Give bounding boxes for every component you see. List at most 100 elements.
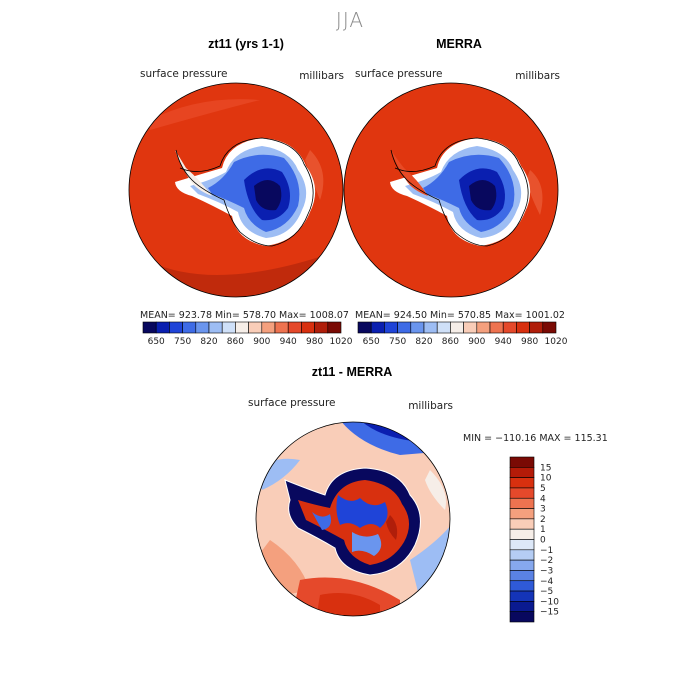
colorbar-panel-1-swatch-3: [182, 321, 197, 334]
colorbar-panel-1-tick-6: 980: [306, 337, 323, 347]
colorbar-panel-2-swatch-12: [516, 321, 530, 334]
colorbar-panel-2-swatch-6: [436, 321, 451, 334]
colorbar-panel-2-swatch-10: [489, 321, 504, 334]
colorbar-panel-2-swatch-13: [529, 321, 544, 334]
colorbar-diff-swatch-6: [509, 518, 535, 530]
colorbar-diff-swatch-0: [509, 456, 535, 468]
panel-1-title: zt11 (yrs 1-1): [208, 37, 284, 51]
colorbar-panel-1-tick-2: 820: [200, 337, 217, 347]
colorbar-panel-1-swatch-14: [327, 321, 342, 334]
colorbar-diff-tick-13: −10: [540, 597, 559, 607]
colorbar-diff-tick-8: −1: [540, 546, 553, 556]
colorbar-panel-1-tick-3: 860: [227, 337, 244, 347]
colorbar-panel-1-swatch-1: [155, 321, 170, 334]
colorbar-diff-tick-12: −5: [540, 587, 553, 597]
colorbar-panel-2-swatch-11: [502, 321, 517, 334]
panel-2-max: Max= 1001.02: [495, 310, 565, 321]
colorbar-panel-1-tick-4: 900: [253, 337, 270, 347]
colorbar-panel-2: 650 750 820 860 900 940 980 1020: [357, 321, 568, 347]
panel-2-units: millibars: [515, 70, 560, 82]
panel-2-mean: MEAN= 924.50: [355, 310, 427, 321]
colorbar-diff-swatch-14: [509, 601, 535, 612]
colorbar-panel-1-swatch-9: [261, 321, 276, 334]
colorbar-panel-2-swatch-2: [384, 321, 398, 334]
colorbar-panel-2-tick-0: 650: [363, 337, 380, 347]
colorbar-panel-1-swatch-6: [221, 321, 236, 334]
colorbar-panel-1-swatch-5: [208, 321, 223, 334]
panel-2-variable: surface pressure: [355, 68, 443, 80]
colorbar-panel-2-swatch-0: [357, 321, 372, 334]
map-diff-panel: [255, 421, 451, 617]
colorbar-panel-1-tick-5: 940: [280, 337, 297, 347]
colorbar-diff-swatch-5: [509, 508, 535, 520]
colorbar-diff-swatch-1: [509, 467, 535, 478]
colorbar-panel-2-swatch-5: [423, 321, 438, 334]
figure-title: JJA: [336, 8, 364, 32]
colorbar-diff-swatch-9: [509, 549, 535, 561]
colorbar-panel-1-tick-1: 750: [174, 337, 191, 347]
diff-panel-title: zt11 - MERRA: [312, 365, 393, 379]
colorbar-panel-1-swatch-10: [274, 321, 289, 334]
colorbar-panel-2-tick-5: 940: [495, 337, 512, 347]
colorbar-diff-tick-1: 10: [540, 474, 552, 484]
colorbar-diff-tick-5: 2: [540, 515, 546, 525]
colorbar-panel-1-swatch-4: [195, 321, 210, 334]
panel-1-mean: MEAN= 923.78: [140, 310, 212, 321]
colorbar-diff-tick-9: −2: [540, 556, 553, 566]
colorbar-diff-tick-6: 1: [540, 525, 546, 535]
colorbar-panel-2-swatch-3: [397, 321, 412, 334]
colorbar-diff-swatch-4: [509, 497, 535, 509]
map-panel-2: [343, 82, 559, 298]
panel-2-title: MERRA: [436, 37, 482, 51]
colorbar-panel-1-swatch-7: [235, 321, 249, 334]
colorbar-panel-1-swatch-2: [169, 321, 183, 334]
colorbar-diff-tick-11: −4: [540, 577, 554, 587]
colorbar-panel-2-swatch-1: [370, 321, 385, 334]
colorbar-panel-2-swatch-4: [410, 321, 425, 334]
colorbar-diff-tick-10: −3: [540, 566, 553, 576]
colorbar-panel-2-tick-1: 750: [389, 337, 406, 347]
colorbar-panel-2-tick-2: 820: [415, 337, 432, 347]
panel-2-min: Min= 570.85: [430, 310, 491, 321]
colorbar-diff-tick-0: 15: [540, 463, 551, 473]
colorbar-panel-2-swatch-14: [542, 321, 557, 334]
colorbar-diff-swatch-10: [509, 559, 535, 571]
colorbar-diff-swatch-12: [509, 580, 535, 592]
colorbar-diff-swatch-2: [509, 477, 535, 489]
colorbar-diff-tick-14: −15: [540, 608, 559, 618]
colorbar-diff-swatch-11: [509, 570, 535, 582]
colorbar-diff-swatch-13: [509, 590, 535, 602]
colorbar-panel-2-swatch-9: [476, 321, 491, 334]
diff-panel-minmax: MIN = −110.16 MAX = 115.31: [463, 433, 608, 444]
colorbar-panel-2-tick-7: 1020: [545, 337, 568, 347]
colorbar-panel-2-tick-6: 980: [521, 337, 538, 347]
map-panel-1: [128, 82, 344, 298]
diff-panel-units: millibars: [408, 400, 453, 412]
colorbar-diff-swatch-8: [509, 539, 535, 551]
colorbar-diff-tick-4: 3: [540, 505, 546, 515]
panel-1-units: millibars: [299, 70, 344, 82]
colorbar-diff-swatch-15: [509, 611, 535, 623]
panel-1-min: Min= 578.70: [215, 310, 276, 321]
colorbar-diff-tick-2: 5: [540, 484, 546, 494]
colorbar-panel-1: 650 750 820 860 900 940 980 1020: [142, 321, 353, 347]
colorbar-diff-swatch-3: [509, 487, 535, 499]
colorbar-diff-tick-3: 4: [540, 494, 546, 504]
colorbar-panel-1-swatch-11: [287, 321, 302, 334]
colorbar-panel-1-tick-7: 1020: [330, 337, 353, 347]
panel-1-max: Max= 1008.07: [279, 310, 349, 321]
diff-panel-variable: surface pressure: [248, 397, 336, 409]
colorbar-panel-1-swatch-8: [248, 321, 263, 334]
colorbar-panel-1-swatch-12: [301, 321, 315, 334]
colorbar-panel-2-tick-3: 860: [442, 337, 459, 347]
colorbar-panel-2-tick-4: 900: [468, 337, 485, 347]
colorbar-diff-tick-7: 0: [540, 536, 546, 546]
colorbar-panel-2-swatch-8: [463, 321, 478, 334]
colorbar-panel-1-swatch-13: [314, 321, 329, 334]
colorbar-diff-swatch-7: [509, 528, 535, 540]
colorbar-panel-1-swatch-0: [142, 321, 157, 334]
colorbar-panel-2-swatch-7: [450, 321, 464, 334]
colorbar-panel-1-tick-0: 650: [148, 337, 165, 347]
